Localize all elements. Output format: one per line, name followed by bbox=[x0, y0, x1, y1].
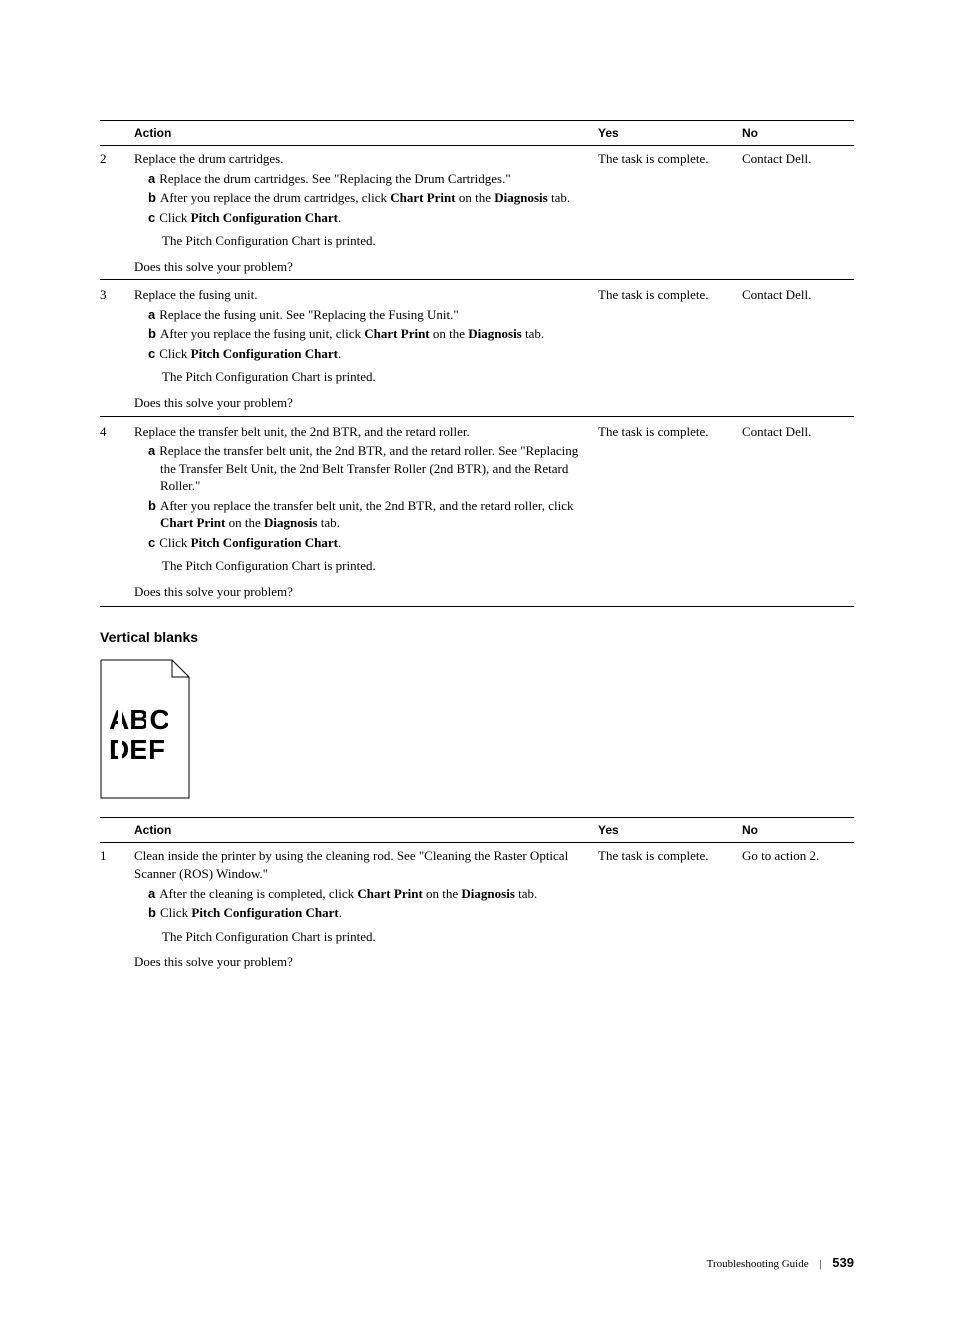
footer-page-number: 539 bbox=[832, 1255, 854, 1270]
table-row: 1 Clean inside the printer by using the … bbox=[100, 843, 854, 975]
action-cell: Replace the drum cartridges. aReplace th… bbox=[134, 146, 598, 280]
action-closing: Does this solve your problem? bbox=[134, 394, 594, 412]
col-yes: Yes bbox=[598, 818, 742, 843]
col-yes: Yes bbox=[598, 121, 742, 146]
page-with-fold-icon: ABC DEF bbox=[100, 659, 190, 799]
table-header-row: Action Yes No bbox=[100, 818, 854, 843]
substep-a: aReplace the fusing unit. See "Replacing… bbox=[148, 306, 594, 324]
action-note: The Pitch Configuration Chart is printed… bbox=[162, 928, 594, 946]
substep-c: cClick Pitch Configuration Chart. bbox=[148, 345, 594, 363]
action-cell: Replace the transfer belt unit, the 2nd … bbox=[134, 416, 598, 607]
section-heading-vertical-blanks: Vertical blanks bbox=[100, 629, 854, 645]
substeps: aReplace the drum cartridges. See "Repla… bbox=[148, 170, 594, 227]
action-lead: Clean inside the printer by using the cl… bbox=[134, 847, 594, 882]
no-cell: Go to action 2. bbox=[742, 843, 854, 975]
substeps: aAfter the cleaning is completed, click … bbox=[148, 885, 594, 922]
substep-a: aAfter the cleaning is completed, click … bbox=[148, 885, 594, 903]
col-action-num bbox=[100, 818, 134, 843]
step-number: 1 bbox=[100, 843, 134, 975]
table-row: 2 Replace the drum cartridges. aReplace … bbox=[100, 146, 854, 280]
substeps: aReplace the transfer belt unit, the 2nd… bbox=[148, 442, 594, 551]
action-lead: Replace the transfer belt unit, the 2nd … bbox=[134, 423, 594, 441]
vertical-blanks-illustration: ABC DEF bbox=[100, 659, 190, 799]
action-note: The Pitch Configuration Chart is printed… bbox=[162, 232, 594, 250]
footer-title: Troubleshooting Guide bbox=[707, 1258, 809, 1270]
footer-separator: | bbox=[819, 1258, 821, 1270]
no-cell: Contact Dell. bbox=[742, 146, 854, 280]
table-row: 3 Replace the fusing unit. aReplace the … bbox=[100, 280, 854, 416]
action-cell: Replace the fusing unit. aReplace the fu… bbox=[134, 280, 598, 416]
table-row: 4 Replace the transfer belt unit, the 2n… bbox=[100, 416, 854, 607]
page-footer: Troubleshooting Guide | 539 bbox=[100, 1255, 854, 1270]
action-closing: Does this solve your problem? bbox=[134, 258, 594, 276]
step-number: 2 bbox=[100, 146, 134, 280]
no-cell: Contact Dell. bbox=[742, 280, 854, 416]
substep-a: aReplace the drum cartridges. See "Repla… bbox=[148, 170, 594, 188]
troubleshoot-table-1: Action Yes No 2 Replace the drum cartrid… bbox=[100, 120, 854, 607]
substep-c: cClick Pitch Configuration Chart. bbox=[148, 534, 594, 552]
action-cell: Clean inside the printer by using the cl… bbox=[134, 843, 598, 975]
step-number: 3 bbox=[100, 280, 134, 416]
action-closing: Does this solve your problem? bbox=[134, 583, 594, 601]
action-note: The Pitch Configuration Chart is printed… bbox=[162, 557, 594, 575]
substep-b: bClick Pitch Configuration Chart. bbox=[148, 904, 594, 922]
step-number: 4 bbox=[100, 416, 134, 607]
substep-c: cClick Pitch Configuration Chart. bbox=[148, 209, 594, 227]
col-action: Action bbox=[134, 121, 598, 146]
troubleshoot-table-2: Action Yes No 1 Clean inside the printer… bbox=[100, 817, 854, 974]
substeps: aReplace the fusing unit. See "Replacing… bbox=[148, 306, 594, 363]
no-cell: Contact Dell. bbox=[742, 416, 854, 607]
col-action-num bbox=[100, 121, 134, 146]
action-lead: Replace the fusing unit. bbox=[134, 286, 594, 304]
col-no: No bbox=[742, 121, 854, 146]
yes-cell: The task is complete. bbox=[598, 280, 742, 416]
table-header-row: Action Yes No bbox=[100, 121, 854, 146]
substep-a: aReplace the transfer belt unit, the 2nd… bbox=[148, 442, 594, 495]
substep-b: bAfter you replace the fusing unit, clic… bbox=[148, 325, 594, 343]
substep-b: bAfter you replace the transfer belt uni… bbox=[148, 497, 594, 532]
yes-cell: The task is complete. bbox=[598, 843, 742, 975]
col-no: No bbox=[742, 818, 854, 843]
yes-cell: The task is complete. bbox=[598, 146, 742, 280]
substep-b: bAfter you replace the drum cartridges, … bbox=[148, 189, 594, 207]
action-closing: Does this solve your problem? bbox=[134, 953, 594, 971]
action-lead: Replace the drum cartridges. bbox=[134, 150, 594, 168]
svg-text:DEF: DEF bbox=[109, 734, 165, 765]
action-note: The Pitch Configuration Chart is printed… bbox=[162, 368, 594, 386]
page-content: Action Yes No 2 Replace the drum cartrid… bbox=[0, 0, 954, 1330]
col-action: Action bbox=[134, 818, 598, 843]
yes-cell: The task is complete. bbox=[598, 416, 742, 607]
